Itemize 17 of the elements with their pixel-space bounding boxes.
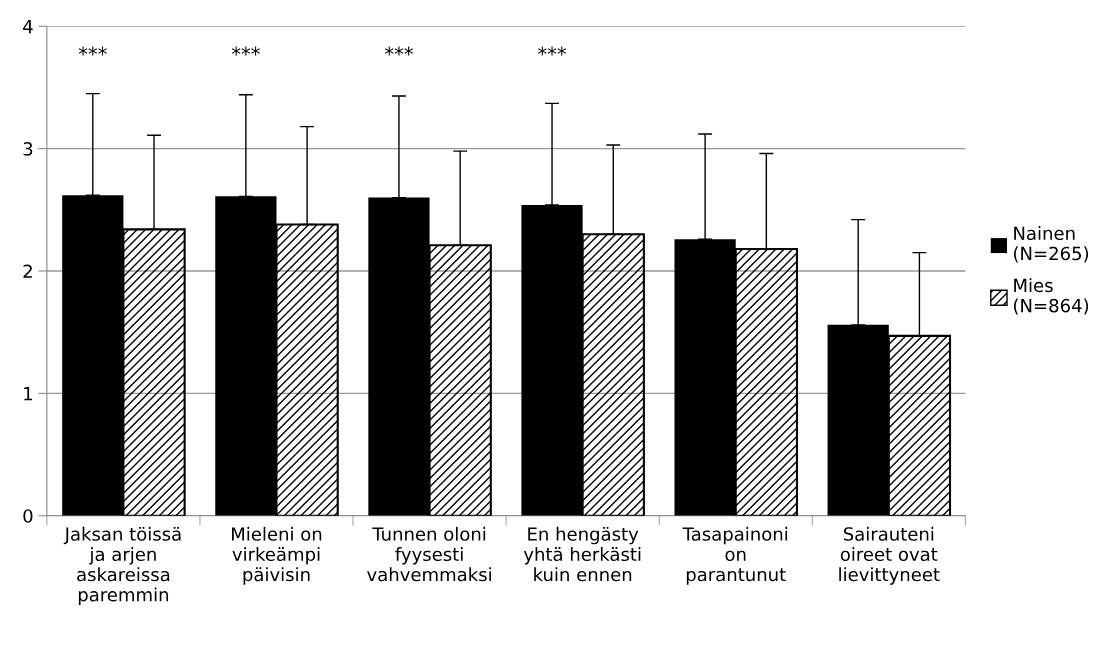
y-tick-label: 0: [23, 509, 33, 523]
x-tick-label: Tasapainoni on parantunut: [682, 526, 788, 585]
legend-label: Mies (N=864): [1013, 278, 1089, 315]
y-tick-label: 2: [23, 264, 32, 278]
x-tick-label: Sairauteni oireet ovat lievittyneet: [839, 526, 940, 585]
annotation: ***: [384, 46, 413, 56]
y-tick-label: 3: [23, 142, 33, 156]
x-tick-label: Tunnen oloni fyysesti vahvemmaksi: [367, 526, 491, 582]
annotation: ***: [538, 46, 567, 56]
x-tick-label: Jaksan töissä ja arjen askareissa paremmin: [63, 526, 181, 605]
annotation: ***: [231, 46, 260, 56]
annotation: ***: [78, 46, 107, 56]
y-tick-label: 1: [24, 387, 33, 401]
legend-label: Nainen (N=265): [1013, 226, 1089, 263]
x-tick-label: En hengästy yhtä herkästi kuin ennen: [523, 526, 641, 582]
y-tick-label: 4: [23, 19, 33, 34]
x-tick-label: Mieleni on virkeämpi päivisin: [232, 526, 322, 585]
